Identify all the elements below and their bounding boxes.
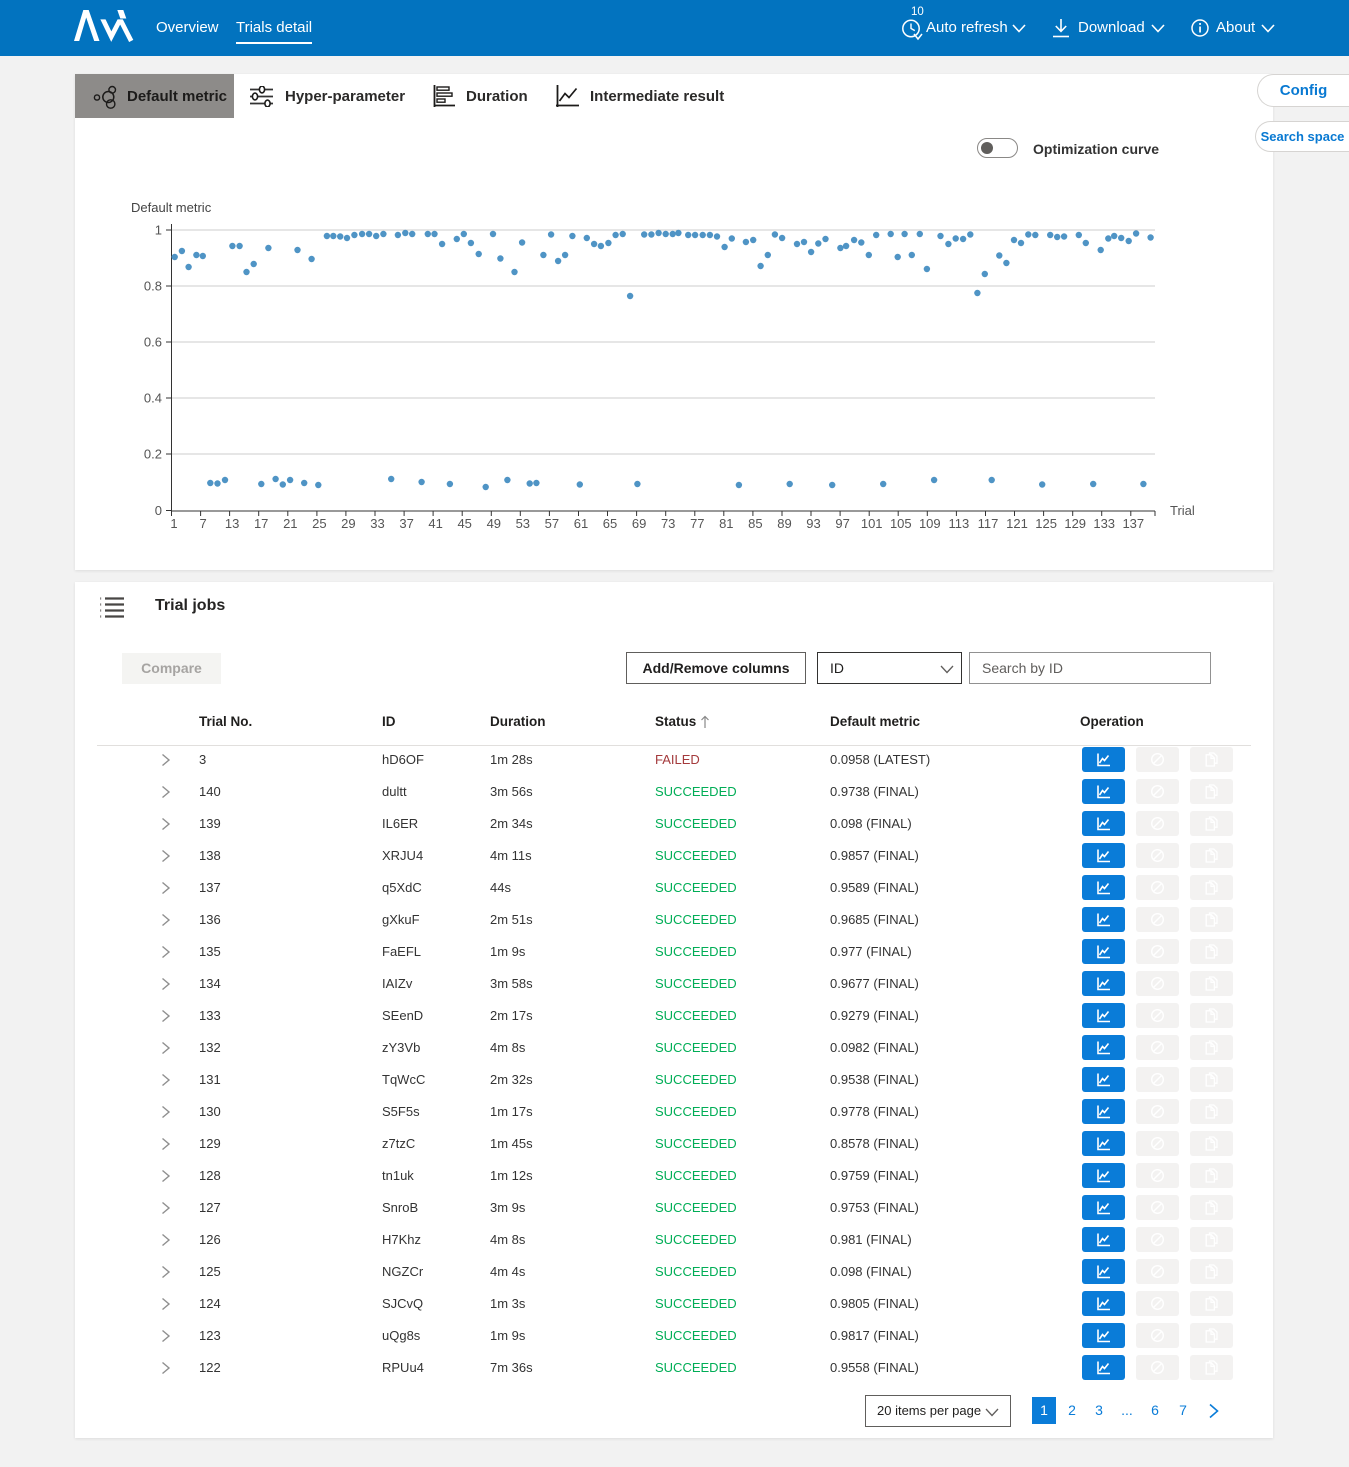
svg-text:Default metric: Default metric bbox=[131, 200, 212, 215]
svg-text:77: 77 bbox=[690, 516, 704, 531]
svg-text:113: 113 bbox=[949, 516, 970, 531]
svg-text:105: 105 bbox=[890, 516, 912, 531]
svg-text:101: 101 bbox=[861, 516, 883, 531]
svg-text:0.8: 0.8 bbox=[144, 279, 162, 294]
svg-text:49: 49 bbox=[487, 516, 501, 531]
svg-text:0.2: 0.2 bbox=[144, 447, 162, 462]
svg-text:89: 89 bbox=[777, 516, 791, 531]
svg-text:45: 45 bbox=[457, 516, 471, 531]
svg-text:133: 133 bbox=[1093, 516, 1115, 531]
svg-text:69: 69 bbox=[632, 516, 646, 531]
svg-text:85: 85 bbox=[748, 516, 762, 531]
svg-text:29: 29 bbox=[341, 516, 355, 531]
svg-text:1: 1 bbox=[155, 223, 162, 238]
svg-text:33: 33 bbox=[370, 516, 384, 531]
svg-text:93: 93 bbox=[806, 516, 820, 531]
svg-text:0: 0 bbox=[155, 503, 162, 518]
svg-text:129: 129 bbox=[1064, 516, 1086, 531]
svg-text:61: 61 bbox=[574, 516, 588, 531]
svg-text:121: 121 bbox=[1006, 516, 1028, 531]
svg-text:37: 37 bbox=[399, 516, 413, 531]
svg-text:81: 81 bbox=[719, 516, 733, 531]
svg-text:0.4: 0.4 bbox=[144, 391, 162, 406]
svg-text:117: 117 bbox=[978, 516, 999, 531]
svg-text:65: 65 bbox=[603, 516, 617, 531]
svg-text:57: 57 bbox=[545, 516, 559, 531]
svg-text:41: 41 bbox=[428, 516, 442, 531]
svg-text:7: 7 bbox=[199, 516, 206, 531]
svg-text:Trial: Trial bbox=[1170, 503, 1195, 518]
svg-text:97: 97 bbox=[835, 516, 849, 531]
svg-text:0.6: 0.6 bbox=[144, 335, 162, 350]
svg-text:21: 21 bbox=[283, 516, 297, 531]
svg-text:73: 73 bbox=[661, 516, 675, 531]
svg-text:1: 1 bbox=[170, 516, 177, 531]
svg-text:137: 137 bbox=[1122, 516, 1144, 531]
svg-text:125: 125 bbox=[1035, 516, 1057, 531]
svg-text:53: 53 bbox=[516, 516, 530, 531]
svg-text:13: 13 bbox=[225, 516, 239, 531]
svg-text:17: 17 bbox=[254, 516, 268, 531]
svg-text:109: 109 bbox=[919, 516, 941, 531]
svg-text:25: 25 bbox=[312, 516, 326, 531]
